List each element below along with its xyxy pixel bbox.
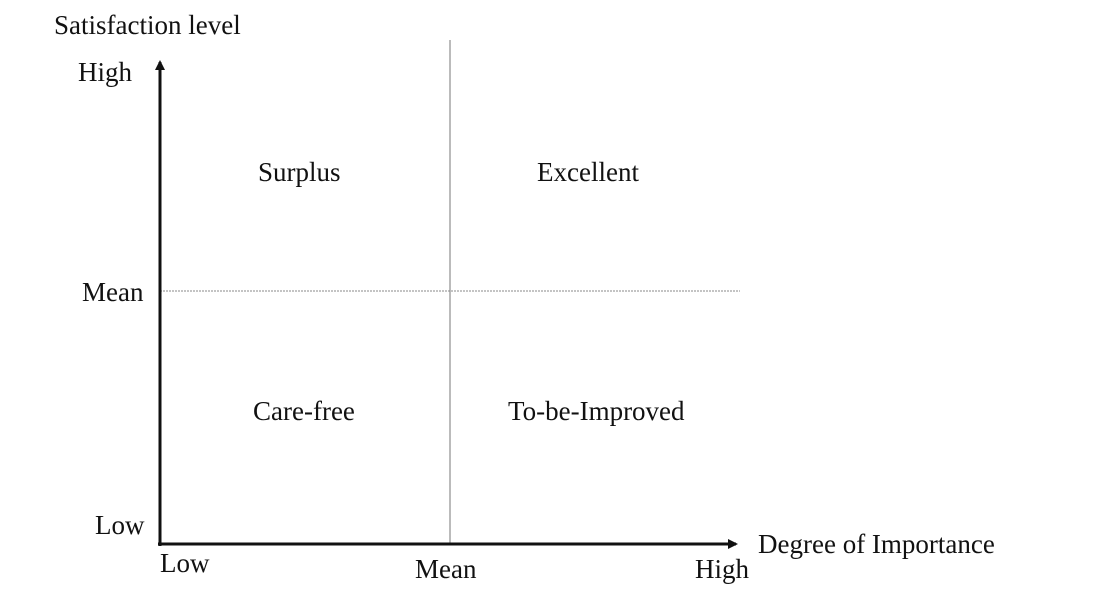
y-tick-mean: Mean: [82, 277, 144, 307]
y-axis-title: Satisfaction level: [54, 10, 241, 40]
y-tick-low: Low: [95, 510, 145, 540]
quadrant-surplus: Surplus: [258, 157, 341, 187]
quadrant-to-be-improved: To-be-Improved: [508, 396, 685, 426]
x-tick-low: Low: [160, 548, 210, 578]
x-axis-title: Degree of Importance: [758, 529, 995, 559]
x-tick-mean: Mean: [415, 554, 477, 584]
y-tick-high: High: [78, 57, 133, 87]
x-tick-high: High: [695, 554, 750, 584]
quadrant-excellent: Excellent: [537, 157, 639, 187]
quadrant-care-free: Care-free: [253, 396, 355, 426]
